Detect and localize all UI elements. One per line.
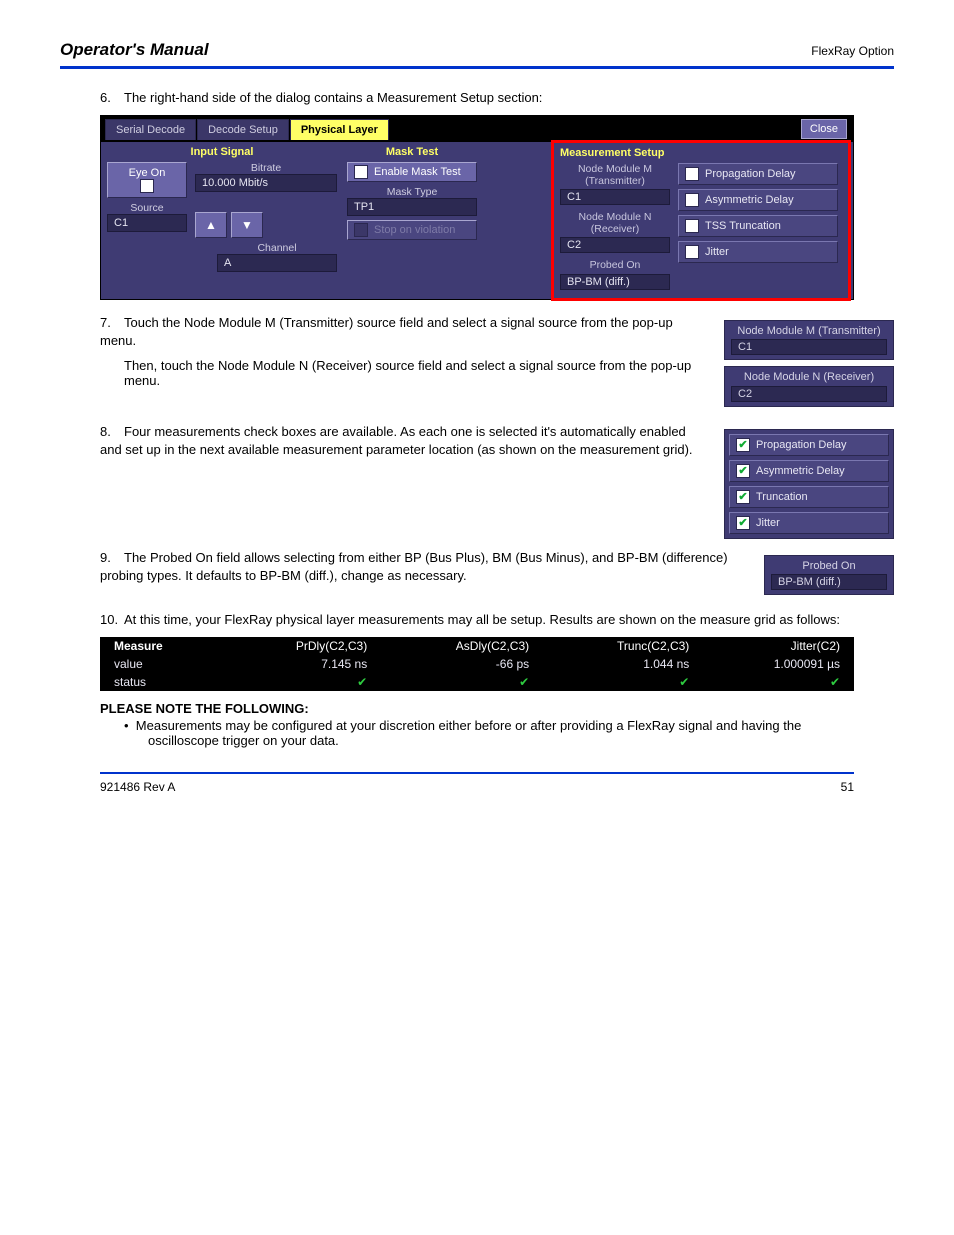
channel-field[interactable]: A (217, 254, 337, 272)
float-probed-on[interactable]: Probed On BP-BM (diff.) (764, 555, 894, 595)
mask-type-field[interactable]: TP1 (347, 198, 477, 216)
checkbox-tss[interactable] (685, 219, 699, 233)
footer-left: 921486 Rev A (100, 780, 175, 794)
footer-right: 51 (841, 780, 854, 794)
float-check-jitter[interactable]: ✔ Jitter (729, 512, 889, 534)
eye-on-checkbox[interactable] (140, 179, 154, 193)
enable-mask-checkbox[interactable] (354, 165, 368, 179)
step-9: 9.The Probed On field allows selecting f… (100, 549, 748, 585)
float-checklist: ✔ Propagation Delay ✔ Asymmetric Delay ✔… (724, 429, 894, 539)
header-right: FlexRay Option (811, 44, 894, 58)
tab-decode-setup[interactable]: Decode Setup (197, 119, 289, 140)
th-prdly: PrDly(C2,C3) (223, 637, 382, 655)
measurement-setup-title: Measurement Setup (560, 147, 842, 159)
th-jitter: Jitter(C2) (703, 637, 854, 655)
measurement-setup-highlight: Measurement Setup Node Module M (Transmi… (551, 140, 851, 300)
source-label: Source (107, 202, 187, 214)
input-signal-title: Input Signal (107, 146, 337, 158)
measure-result-table: Measure PrDly(C2,C3) AsDly(C2,C3) Trunc(… (100, 637, 854, 691)
tab-serial-decode[interactable]: Serial Decode (105, 119, 196, 140)
step-7: 7.Touch the Node Module M (Transmitter) … (100, 314, 708, 350)
stop-on-violation-checkbox[interactable] (354, 223, 368, 237)
float-check-trunc[interactable]: ✔ Truncation (729, 486, 889, 508)
check-asymmetric-delay[interactable]: Asymmetric Delay (678, 189, 838, 211)
node-m-label: Node Module M (Transmitter) (560, 163, 670, 187)
check-tss-truncation[interactable]: TSS Truncation (678, 215, 838, 237)
float-checkbox-prop[interactable]: ✔ (736, 438, 750, 452)
check-jitter[interactable]: Jitter (678, 241, 838, 263)
channel-label: Channel (217, 242, 337, 254)
enable-mask-test-button[interactable]: Enable Mask Test (347, 162, 477, 182)
please-note-title: PLEASE NOTE THE FOLLOWING: (100, 701, 854, 716)
cell-prdly: 7.145 ns (223, 655, 382, 673)
cell-asdly: -66 ps (381, 655, 543, 673)
probed-on-field[interactable]: BP-BM (diff.) (560, 274, 670, 290)
step-10: 10.At this time, your FlexRay physical l… (100, 611, 894, 629)
step-7-cont: Then, touch the Node Module N (Receiver)… (124, 358, 708, 388)
bitrate-field[interactable]: 10.000 Mbit/s (195, 174, 337, 192)
close-button[interactable]: Close (801, 119, 847, 139)
please-note-body: • Measurements may be configured at your… (124, 718, 854, 748)
float-checkbox-jitter[interactable]: ✔ (736, 516, 750, 530)
float-probed-value[interactable]: BP-BM (diff.) (771, 574, 887, 590)
up-arrow-button[interactable]: ▲ (195, 212, 227, 238)
footer-rule (100, 772, 854, 774)
float-node-n[interactable]: Node Module N (Receiver) C2 (724, 366, 894, 407)
mask-test-title: Mask Test (347, 146, 477, 158)
node-m-field[interactable]: C1 (560, 189, 670, 205)
th-asdly: AsDly(C2,C3) (381, 637, 543, 655)
row-status-label: status (100, 673, 223, 691)
row-value-label: value (100, 655, 223, 673)
stop-on-violation-button[interactable]: Stop on violation (347, 220, 477, 240)
float-node-m-value[interactable]: C1 (731, 339, 887, 355)
status-asdly: ✔ (381, 673, 543, 691)
source-field[interactable]: C1 (107, 214, 187, 232)
mask-type-label: Mask Type (347, 186, 477, 198)
cell-jitter: 1.000091 µs (703, 655, 854, 673)
float-check-prop[interactable]: ✔ Propagation Delay (729, 434, 889, 456)
down-arrow-button[interactable]: ▼ (231, 212, 263, 238)
checkbox-propagation[interactable] (685, 167, 699, 181)
bitrate-label: Bitrate (195, 162, 337, 174)
eye-on-button[interactable]: Eye On (107, 162, 187, 198)
checkbox-jitter[interactable] (685, 245, 699, 259)
tab-physical-layer[interactable]: Physical Layer (290, 119, 389, 140)
step-6: 6.The right-hand side of the dialog cont… (100, 89, 894, 107)
check-propagation-delay[interactable]: Propagation Delay (678, 163, 838, 185)
header-rule (60, 66, 894, 69)
node-n-field[interactable]: C2 (560, 237, 670, 253)
float-checkbox-asym[interactable]: ✔ (736, 464, 750, 478)
status-trunc: ✔ (543, 673, 703, 691)
status-jitter: ✔ (703, 673, 854, 691)
node-n-label: Node Module N (Receiver) (560, 211, 670, 235)
float-checkbox-trunc[interactable]: ✔ (736, 490, 750, 504)
float-node-m[interactable]: Node Module M (Transmitter) C1 (724, 320, 894, 361)
float-node-n-value[interactable]: C2 (731, 386, 887, 402)
float-check-asym[interactable]: ✔ Asymmetric Delay (729, 460, 889, 482)
step-8: 8.Four measurements check boxes are avai… (100, 423, 708, 459)
th-measure: Measure (100, 637, 223, 655)
physical-layer-panel: Serial Decode Decode Setup Physical Laye… (100, 115, 854, 299)
th-trunc: Trunc(C2,C3) (543, 637, 703, 655)
cell-trunc: 1.044 ns (543, 655, 703, 673)
probed-on-label: Probed On (560, 259, 670, 271)
status-prdly: ✔ (223, 673, 382, 691)
header-left: Operator's Manual (60, 40, 209, 60)
checkbox-asymmetric[interactable] (685, 193, 699, 207)
